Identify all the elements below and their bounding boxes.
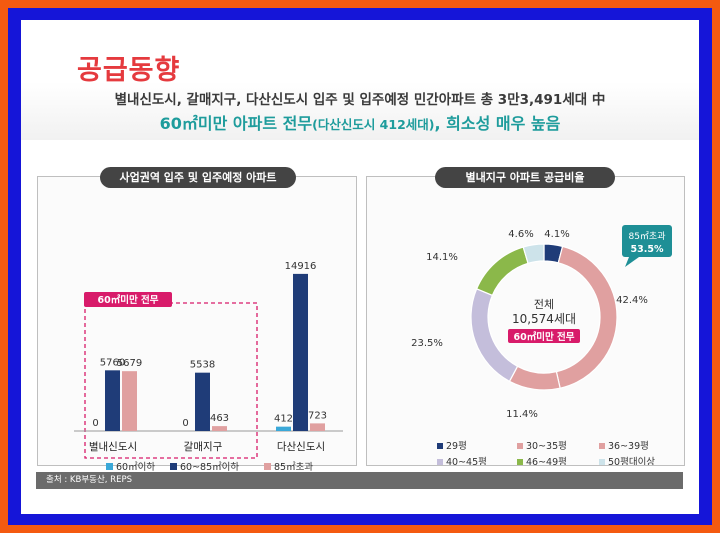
legend-swatch [264,463,271,470]
legend-label: 36~39평 [608,441,649,452]
slice-2 [508,365,561,391]
donut-chart-panel: 별내지구 아파트 공급비율 4.1% 42.4% 11.4% 23.5% 14.1% 4.… [366,167,685,468]
bar-value-label: 412 [274,414,293,425]
legend-label: 29평 [446,441,467,452]
bar-value-label: 14916 [285,261,317,272]
slice-label: 42.4% [616,295,648,306]
bar-2-0 [122,371,137,431]
callout-label: 85㎡초과 [628,231,665,242]
annotation-text: 60㎡미만 전무 [98,294,159,306]
bar-value-label: 723 [308,410,327,421]
slice-label: 11.4% [506,409,538,420]
headline-emphasis: 60㎡미만 아파트 전무 [159,114,313,133]
legend-swatch [106,463,113,470]
legend-label: 40~45평 [446,457,487,465]
center-badge-text: 60㎡미만 전무 [514,331,575,343]
slice-label: 4.1% [544,229,569,240]
bar-value-label: 0 [92,418,98,429]
bar-1-2 [293,273,308,431]
x-tick-label: 별내신도시 [89,441,137,453]
slice-label: 23.5% [411,338,443,349]
bar-2-1 [212,426,227,431]
x-tick-label: 다산신도시 [277,441,325,453]
slice-4 [475,246,529,297]
headline-line1: 별내신도시, 갈매지구, 다산신도시 입주 및 입주예정 민간아파트 총 3만3… [114,92,606,108]
legend-label: 85㎡초과 [274,462,313,473]
slice-label: 4.6% [508,229,533,240]
source-note: 출처 : KB부동산, REPS [36,472,683,489]
callout-pointer [625,257,639,267]
bar-0-2 [276,426,291,431]
headline-rarity: , 희소성 매우 높음 [434,114,561,133]
legend-label: 50평대이상 [608,457,655,465]
bar-1-0 [105,370,120,431]
headline-band [21,82,699,140]
center-badge-bg [508,329,580,343]
bar-value-label: 5760 [100,357,125,368]
legend-label: 60~85㎡이하 [180,461,239,473]
legend-swatch [517,443,523,449]
headline-note: (다산신도시 412세대) [312,117,435,132]
center-label-2: 10,574세대 [512,312,576,326]
bar-value-label: 5538 [190,360,215,371]
slide: 공급동향 별내신도시, 갈매지구, 다산신도시 입주 및 입주예정 민간아파트 … [21,20,699,514]
legend-label: 60㎡이하 [116,461,155,473]
center-label-1: 전체 [534,298,554,311]
bar-value-label: 0 [182,418,188,429]
legend-swatch [437,459,443,465]
annotation-badge [84,292,172,307]
x-tick-label: 갈매지구 [184,440,223,453]
legend-swatch [437,443,443,449]
bar-value-label: 5679 [117,358,142,369]
bar-2-2 [310,423,325,431]
legend-swatch [599,459,605,465]
donut-chart-title: 별내지구 아파트 공급비율 [435,167,615,188]
legend-label: 30~35평 [526,441,567,452]
callout-value: 53.5% [631,244,664,255]
page-title: 공급동향 [77,55,181,86]
slice-5 [522,243,545,265]
legend-label: 46~49평 [526,457,567,465]
headline-line2: 60㎡미만 아파트 전무(다산신도시 412세대), 희소성 매우 높음 [21,110,699,134]
legend-swatch [517,459,523,465]
bar-chart-panel: 사업권역 입주 및 입주예정 아파트 60㎡미만 전무 0 5760 5679 별내신도… [37,167,357,473]
legend-swatch [170,463,177,470]
bar-chart-title: 사업권역 입주 및 입주예정 아파트 [100,167,296,188]
bar-1-1 [195,372,210,431]
slice-label: 14.1% [426,252,458,263]
bar-value-label: 463 [210,413,229,424]
legend-swatch [599,443,605,449]
callout-box [622,225,672,257]
